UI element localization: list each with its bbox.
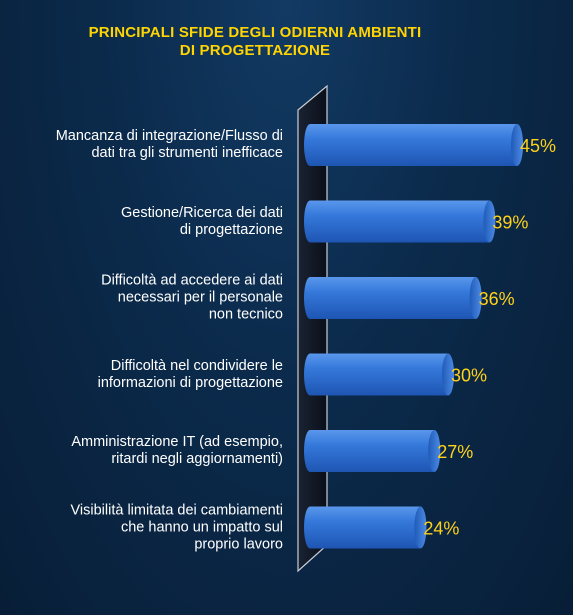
category-label-line: Amministrazione IT (ad esempio, xyxy=(71,434,283,450)
category-label-line: ritardi negli aggiornamenti) xyxy=(111,451,283,467)
category-label-line: Difficoltà ad accedere ai dati xyxy=(101,272,283,289)
category-label-line: proprio lavoro xyxy=(194,536,283,552)
bar-cap-4 xyxy=(428,430,441,472)
category-label-line: Mancanza di integrazione/Flusso di xyxy=(55,128,283,144)
bar-cap-1 xyxy=(483,200,496,243)
category-label-1: Gestione/Ricerca dei dati di progettazion… xyxy=(0,205,283,239)
value-label-2: 36% xyxy=(479,289,515,309)
bar-cap-3 xyxy=(442,353,454,396)
category-label-line: non tecnico xyxy=(208,306,283,323)
bar-4 xyxy=(304,430,441,472)
chart-title-line-1: PRINCIPALI SFIDE DEGLI ODIERNI AMBIENTI xyxy=(88,24,422,41)
category-label-3: Difficoltà nel condividere le informazion… xyxy=(0,358,283,392)
chart-title-line-2: DI PROGETTAZIONE xyxy=(179,42,331,59)
category-label-0: Mancanza di integrazione/Flusso di dati t… xyxy=(0,128,283,162)
category-label-5: Visibilità limitata dei cambiamenti che h… xyxy=(0,502,284,553)
bar-cap-5 xyxy=(414,506,427,549)
value-label-3: 30% xyxy=(451,366,487,386)
category-label-line: che hanno un impatto sul xyxy=(120,519,283,535)
category-label-line: Difficoltà nel condividere le xyxy=(110,357,283,374)
category-label-4: Amministrazione IT (ad esempio, ritardi n… xyxy=(0,434,283,468)
value-label-0: 45% xyxy=(520,136,556,156)
value-label-1: 39% xyxy=(492,213,528,233)
bar-cap-2 xyxy=(469,277,482,319)
value-label-5: 24% xyxy=(423,519,459,539)
category-label-line: informazioni di progettazione xyxy=(97,374,283,391)
bars-group: 45% 39% 36% 30% 27% 24% xyxy=(304,124,556,549)
bar-1 xyxy=(304,200,496,243)
category-label-line: necessari per il personale xyxy=(117,289,283,306)
bar-0 xyxy=(304,124,523,166)
bar-3 xyxy=(304,353,455,396)
chart-title: PRINCIPALI SFIDE DEGLI ODIERNI AMBIENTI … xyxy=(55,24,455,60)
category-label-line: Gestione/Ricerca dei dati xyxy=(121,204,283,221)
category-label-line: dati tra gli strumenti inefficace xyxy=(91,145,283,161)
bar-5 xyxy=(304,506,427,549)
bar-cap-0 xyxy=(511,124,523,166)
category-label-line: di progettazione xyxy=(179,221,283,238)
category-label-2: Difficoltà ad accedere ai dati necessari … xyxy=(0,273,283,324)
category-label-line: Visibilità limitata dei cambiamenti xyxy=(70,502,284,518)
value-label-4: 27% xyxy=(437,442,473,462)
bar-2 xyxy=(304,277,482,319)
